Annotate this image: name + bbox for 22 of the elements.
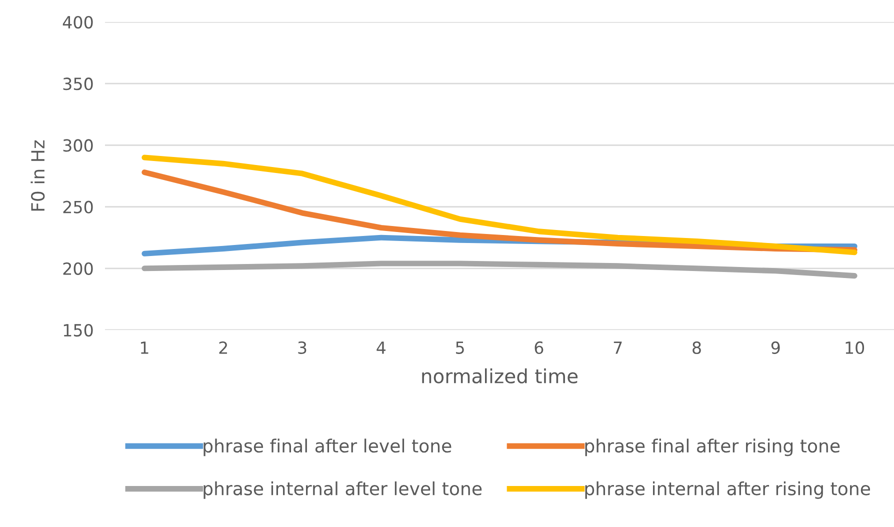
legend-label: phrase internal after level tone [204,481,482,499]
y-tick-label: 350 [63,78,93,90]
x-tick-label: 8 [692,341,701,354]
x-axis-title: normalized time [422,368,578,384]
x-tick-label: 7 [614,342,622,354]
y-tick-label: 300 [63,139,93,152]
y-axis-title: F0 in Hz [30,140,45,211]
x-tick-label: 3 [298,341,306,354]
x-tick-label: 5 [456,342,464,354]
x-tick-label: 9 [771,341,780,354]
x-tick-label: 6 [534,341,544,354]
y-tick-label: 400 [62,16,93,29]
x-tick-label: 4 [376,342,386,354]
legend-label: phrase final after level tone [204,438,452,456]
x-tick-label: 10 [846,341,864,354]
y-tick-label: 150 [64,324,93,337]
x-tick-label: 2 [219,341,227,354]
y-tick-label: 200 [63,262,93,275]
y-tick-label: 250 [63,200,93,214]
legend-label: phrase internal after rising tone [585,481,870,499]
x-tick-label: 1 [140,342,148,354]
legend-label: phrase final after rising tone [585,438,840,456]
